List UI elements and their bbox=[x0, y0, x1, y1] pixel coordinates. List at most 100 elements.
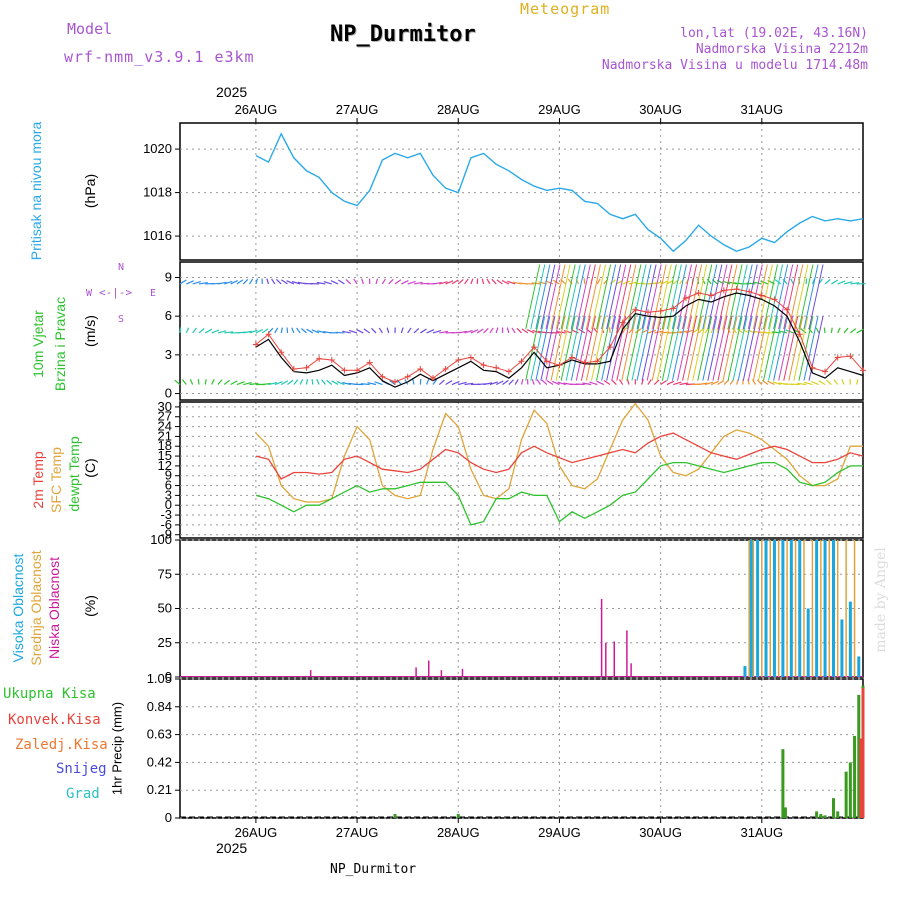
wind-gust-marker bbox=[670, 305, 677, 312]
wind-barb bbox=[470, 329, 479, 334]
wind-barb-strong bbox=[550, 264, 566, 330]
wind-gust-marker bbox=[341, 367, 348, 374]
wind-barb-strong bbox=[687, 264, 703, 330]
wind-barb-strong bbox=[742, 264, 758, 330]
wind-barb-strong bbox=[621, 264, 637, 330]
wind-barb bbox=[824, 279, 831, 285]
wind-barb bbox=[268, 327, 274, 334]
wind-barb bbox=[557, 381, 566, 386]
wind-gust-marker bbox=[392, 378, 399, 385]
wind-barb bbox=[611, 379, 617, 385]
wind-barb bbox=[551, 380, 560, 386]
wind-barb-strong bbox=[773, 264, 789, 330]
precip-bar bbox=[844, 771, 848, 818]
wind-barb bbox=[541, 379, 548, 385]
day-label-bottom: 29AUG bbox=[538, 825, 581, 840]
y-tick-label: 6 bbox=[165, 478, 172, 493]
wind-barb-strong bbox=[752, 264, 768, 330]
wind-barb-strong bbox=[636, 316, 652, 381]
compass-east: E bbox=[150, 288, 157, 299]
y-tick-label: 0.84 bbox=[147, 699, 172, 714]
wind-barb bbox=[843, 327, 849, 334]
wind-gust-marker bbox=[354, 367, 361, 374]
wind-barb bbox=[660, 379, 668, 386]
wind-barb-strong bbox=[677, 264, 692, 330]
wind-barb-strong bbox=[560, 316, 576, 381]
wind-gust-marker bbox=[455, 357, 462, 364]
wind-gust-marker bbox=[429, 375, 436, 382]
wind-barb bbox=[458, 381, 467, 386]
wind-barb bbox=[849, 328, 857, 334]
wind-barb bbox=[502, 379, 509, 386]
wind-barb bbox=[413, 281, 423, 285]
wind-barb bbox=[583, 278, 586, 284]
cloud-bar bbox=[798, 540, 802, 677]
wind-barb bbox=[412, 379, 415, 385]
wind-barb bbox=[293, 379, 299, 385]
wind-barb bbox=[255, 328, 264, 334]
wind-barb bbox=[526, 329, 535, 334]
wind-gust-marker bbox=[442, 366, 449, 373]
wind-barb bbox=[439, 281, 448, 285]
day-label-bottom: 30AUG bbox=[639, 825, 682, 840]
day-label-top: 26AUG bbox=[235, 102, 278, 117]
wind-barb-strong bbox=[651, 264, 667, 330]
wind-barb bbox=[815, 327, 820, 334]
wind-barb bbox=[778, 330, 788, 334]
cloud-bar bbox=[828, 540, 831, 677]
y-tick-label: 15 bbox=[158, 448, 172, 463]
wind-barb bbox=[198, 328, 205, 334]
wind-barb bbox=[261, 328, 269, 334]
wind-barb-strong bbox=[793, 316, 809, 381]
wind-barb-strong bbox=[671, 316, 687, 381]
wind-gust-marker bbox=[467, 354, 474, 361]
wind-barb-strong bbox=[590, 316, 606, 381]
cloud-bar bbox=[803, 540, 805, 677]
wind-barb bbox=[243, 382, 252, 386]
wind-barb bbox=[356, 329, 364, 334]
wind-gust-marker bbox=[619, 319, 626, 326]
wind-gust-marker bbox=[366, 359, 373, 366]
wind-barb bbox=[654, 330, 663, 334]
wind-barb bbox=[546, 380, 554, 386]
y-tick-label: 0 bbox=[165, 669, 172, 684]
wind-barb bbox=[531, 379, 535, 385]
y-tick-label: 3 bbox=[165, 487, 172, 502]
wind-gust-marker bbox=[733, 286, 740, 293]
wind-gust-marker bbox=[771, 296, 778, 303]
wind-barb-strong bbox=[747, 316, 763, 381]
compass-north: N bbox=[118, 262, 125, 273]
cloud-bar bbox=[461, 668, 464, 677]
wind-barb-strong bbox=[585, 264, 601, 330]
wind-barb-strong bbox=[530, 264, 546, 330]
wind-barb-strong bbox=[727, 316, 743, 381]
wind-barb-strong bbox=[697, 264, 713, 330]
wind-barb bbox=[760, 280, 769, 285]
wind-barb-strong bbox=[773, 316, 789, 381]
wind-barb bbox=[830, 327, 833, 334]
wind-barb-strong bbox=[611, 264, 627, 330]
cloud-bar bbox=[777, 540, 780, 677]
y-tick-label: 100 bbox=[150, 532, 172, 547]
wind-barb-strong bbox=[656, 264, 672, 330]
wind-barb-strong bbox=[596, 264, 612, 330]
wind-barb bbox=[536, 379, 541, 385]
y-tick-label: 1.05 bbox=[147, 671, 172, 686]
cloud-bar bbox=[756, 540, 760, 677]
y-tick-label: 1016 bbox=[143, 228, 172, 243]
wind-barb bbox=[575, 383, 585, 386]
cloud-bar bbox=[440, 670, 443, 677]
cloud-bar bbox=[831, 540, 835, 677]
wind-gust-marker bbox=[543, 358, 550, 365]
temp-2m-line bbox=[255, 432, 864, 480]
wind-barb bbox=[728, 281, 737, 285]
wind-barb-strong bbox=[722, 264, 738, 330]
day-label-top: 31AUG bbox=[740, 102, 783, 117]
y-tick-label: 1020 bbox=[143, 141, 172, 156]
wind-barb bbox=[287, 379, 294, 385]
station-coords: lon,lat (19.02E, 43.16N) bbox=[680, 26, 868, 41]
wind-barb-strong bbox=[803, 264, 819, 330]
wind-gust-marker bbox=[708, 292, 715, 299]
wind-barb bbox=[432, 379, 438, 385]
wind-barb bbox=[378, 327, 383, 334]
